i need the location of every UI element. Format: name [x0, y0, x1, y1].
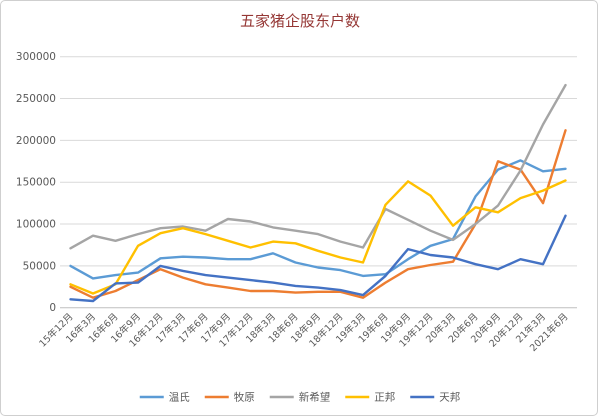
- y-axis-labels: 0 50000 100000 150000 200000 250000 300000: [16, 51, 56, 314]
- chart-title: 五家猪企股东户数: [240, 12, 360, 30]
- y-tick-label: 50000: [23, 260, 56, 272]
- legend-label-正邦: 正邦: [374, 391, 395, 404]
- y-tick-label: 100000: [16, 219, 56, 231]
- series-lines: [71, 85, 566, 301]
- legend: 温氏 牧原 新希望 正邦 天邦: [140, 391, 461, 404]
- legend-label-新希望: 新希望: [299, 391, 331, 404]
- gridlines: [60, 57, 577, 308]
- y-tick-label: 0: [49, 302, 56, 314]
- x-axis-labels: 15年12月16年3月16年6月16年9月16年12月17年3月17年6月17年…: [37, 311, 571, 354]
- y-tick-label: 150000: [16, 177, 56, 189]
- chart-frame: 0 50000 100000 150000 200000 250000 300000 15年…: [0, 0, 598, 416]
- legend-label-天邦: 天邦: [439, 391, 460, 404]
- series-line-牧原: [71, 130, 566, 297]
- line-chart: 0 50000 100000 150000 200000 250000 300000 15年…: [1, 1, 598, 416]
- legend-label-牧原: 牧原: [234, 391, 255, 404]
- y-tick-label: 300000: [16, 51, 56, 63]
- series-line-天邦: [71, 216, 566, 301]
- y-tick-label: 250000: [16, 93, 56, 105]
- y-tick-label: 200000: [16, 135, 56, 147]
- legend-label-温氏: 温氏: [169, 392, 190, 404]
